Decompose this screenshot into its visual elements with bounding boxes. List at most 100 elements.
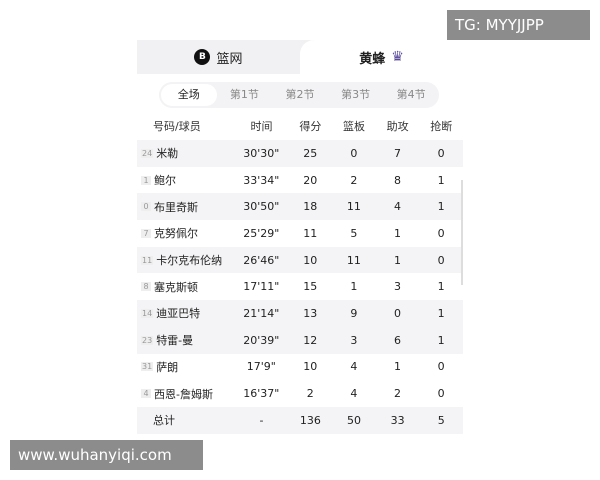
player-name: 米勒 xyxy=(156,147,179,161)
player-name: 克努佩尔 xyxy=(154,227,198,241)
jersey-number: 1 xyxy=(141,175,151,185)
player-cell: 24 米勒 xyxy=(137,145,234,161)
player-name: 塞克斯顿 xyxy=(154,280,198,294)
assists: 1 xyxy=(394,360,402,374)
table-header: 号码/球员 时间 得分 篮板 助攻 抢断 xyxy=(137,112,463,140)
player-cell: 14 迪亚巴特 xyxy=(137,305,234,321)
table-row[interactable]: 7 克努佩尔 25'29" 11 5 1 0 xyxy=(137,220,463,247)
player-cell: 11 卡尔克布伦纳 xyxy=(137,252,234,268)
player-name: 布里奇斯 xyxy=(154,200,198,214)
jersey-number: 23 xyxy=(141,335,154,345)
assists: 3 xyxy=(394,280,402,294)
assists: 7 xyxy=(394,146,402,160)
time: 26'46" xyxy=(243,253,280,267)
player-cell: 4 西恩-詹姆斯 xyxy=(137,386,234,402)
nets-logo-icon: B xyxy=(194,49,211,65)
tab-q3[interactable]: 第3节 xyxy=(341,88,371,101)
assists: 1 xyxy=(394,226,402,240)
player-cell: 1 鲍尔 xyxy=(137,172,234,188)
jersey-number: 4 xyxy=(141,389,151,399)
rebounds: 1 xyxy=(350,280,358,294)
steals: 0 xyxy=(437,226,445,240)
rebounds: 4 xyxy=(350,387,358,401)
table-row[interactable]: 1 鲍尔 33'34" 20 2 8 1 xyxy=(137,167,463,194)
col-rebounds: 篮板 xyxy=(343,120,366,133)
table-row[interactable]: 24 米勒 30'30" 25 0 7 0 xyxy=(137,140,463,167)
points: 10 xyxy=(303,253,318,267)
steals: 0 xyxy=(437,253,445,267)
points: 10 xyxy=(303,360,318,374)
tab-team-hornets[interactable]: 黄蜂 ♛ xyxy=(300,40,463,74)
player-cell: 0 布里奇斯 xyxy=(137,199,234,215)
watermark-top: TG: MYYJJPP xyxy=(447,10,590,40)
points: 11 xyxy=(303,226,318,240)
assists: 6 xyxy=(394,333,402,347)
table-row[interactable]: 31 萨朗 17'9" 10 4 1 0 xyxy=(137,354,463,381)
total-points: 136 xyxy=(299,413,321,427)
total-time: - xyxy=(259,413,264,427)
rebounds: 11 xyxy=(346,200,361,214)
time: 17'9" xyxy=(246,360,276,374)
steals: 1 xyxy=(437,333,445,347)
points: 13 xyxy=(303,306,318,320)
jersey-number: 8 xyxy=(141,282,151,292)
points: 20 xyxy=(303,173,318,187)
steals: 1 xyxy=(437,306,445,320)
steals: 0 xyxy=(437,387,445,401)
table-row[interactable]: 0 布里奇斯 30'50" 18 11 4 1 xyxy=(137,193,463,221)
player-name: 迪亚巴特 xyxy=(156,307,201,321)
points: 25 xyxy=(303,146,318,160)
total-rebounds: 50 xyxy=(347,413,362,427)
assists: 4 xyxy=(394,200,402,214)
tab-full-game[interactable]: 全场 xyxy=(161,84,217,106)
player-name: 特雷-曼 xyxy=(156,334,194,348)
tab-q1[interactable]: 第1节 xyxy=(229,88,259,101)
jersey-number: 11 xyxy=(141,255,154,265)
col-steals: 抢断 xyxy=(430,120,453,133)
tab-q2[interactable]: 第2节 xyxy=(285,88,315,101)
team-name: 篮网 xyxy=(216,51,243,67)
time: 30'30" xyxy=(243,146,280,160)
player-name: 卡尔克布伦纳 xyxy=(156,254,223,268)
total-label: 总计 xyxy=(153,414,175,428)
team-tabs: B 篮网 黄蜂 ♛ xyxy=(137,40,463,74)
rebounds: 2 xyxy=(350,173,358,187)
total-steals: 5 xyxy=(437,413,445,427)
rebounds: 9 xyxy=(350,306,358,320)
points: 12 xyxy=(303,333,318,347)
assists: 8 xyxy=(394,173,402,187)
scrollbar[interactable] xyxy=(461,180,463,285)
table-row[interactable]: 14 迪亚巴特 21'14" 13 9 0 1 xyxy=(137,300,463,327)
time: 33'34" xyxy=(243,173,280,187)
jersey-number: 24 xyxy=(141,148,154,158)
points: 2 xyxy=(306,387,314,401)
box-score-card: B 篮网 黄蜂 ♛ 全场 第1节 第2节 第3节 第4节 号码/球员 时间 得分… xyxy=(137,40,463,440)
jersey-number: 0 xyxy=(141,202,151,212)
steals: 1 xyxy=(437,280,445,294)
table-row[interactable]: 23 特雷-曼 20'39" 12 3 6 1 xyxy=(137,326,463,354)
col-assists: 助攻 xyxy=(386,120,409,133)
jersey-number: 14 xyxy=(141,308,154,318)
points: 15 xyxy=(303,280,318,294)
assists: 1 xyxy=(394,253,402,267)
time: 25'29" xyxy=(243,226,280,240)
steals: 1 xyxy=(437,173,445,187)
tab-team-nets[interactable]: B 篮网 xyxy=(137,40,300,74)
player-name: 萨朗 xyxy=(156,360,179,374)
quarter-tabs: 全场 第1节 第2节 第3节 第4节 xyxy=(159,82,439,108)
table-row[interactable]: 4 西恩-詹姆斯 16'37" 2 4 2 0 xyxy=(137,380,463,407)
tab-q4[interactable]: 第4节 xyxy=(396,88,426,101)
table-row[interactable]: 8 塞克斯顿 17'11" 15 1 3 1 xyxy=(137,273,463,300)
total-assists: 33 xyxy=(390,413,405,427)
table-row[interactable]: 11 卡尔克布伦纳 26'46" 10 11 1 0 xyxy=(137,246,463,274)
jersey-number: 31 xyxy=(141,362,154,372)
rebounds: 4 xyxy=(350,360,358,374)
player-name: 西恩-詹姆斯 xyxy=(154,387,213,401)
rebounds: 3 xyxy=(350,333,358,347)
player-name: 鲍尔 xyxy=(154,174,176,188)
col-time: 时间 xyxy=(250,120,273,133)
assists: 2 xyxy=(394,387,402,401)
points: 18 xyxy=(303,200,318,214)
rebounds: 0 xyxy=(350,146,358,160)
